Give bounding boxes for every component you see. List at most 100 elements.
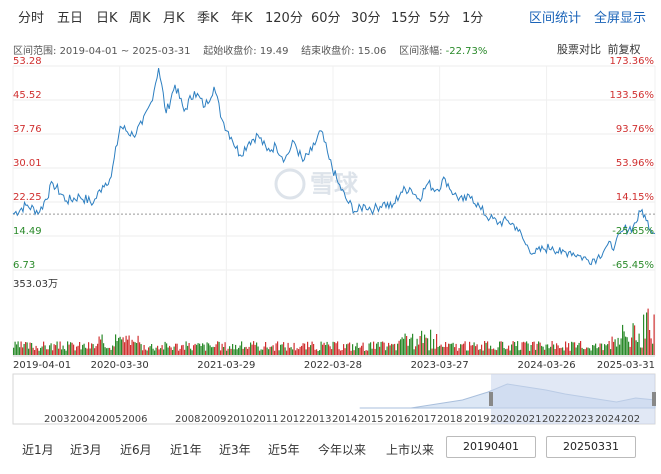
navigator-year-label: 2006	[122, 414, 147, 425]
tab-60min[interactable]: 60分	[311, 11, 341, 26]
volume-bar	[649, 330, 651, 355]
tab-daily-k[interactable]: 日K	[96, 11, 118, 26]
price-line	[12, 68, 656, 266]
volume-bar	[394, 343, 396, 355]
volume-bar	[365, 350, 367, 355]
date-to-input[interactable]: 20250331	[546, 436, 636, 458]
volume-bar	[61, 349, 63, 355]
volume-bar	[413, 349, 415, 355]
navigator-year-label: 2013	[306, 414, 331, 425]
volume-bar	[193, 345, 195, 355]
volume-bar	[40, 347, 42, 355]
volume-bar	[356, 342, 358, 355]
volume-bar	[410, 337, 412, 355]
tab-five-day[interactable]: 五日	[57, 11, 84, 26]
volume-bar	[215, 344, 217, 355]
volume-bar	[631, 337, 633, 355]
volume-bar	[106, 348, 108, 355]
volume-bar	[557, 345, 559, 355]
volume-bar	[469, 341, 471, 355]
volume-bar	[590, 350, 592, 355]
overview-navigator[interactable]: 2003 2004 2005 2006 2008 2009 2010 2011 2012 2013…	[12, 373, 656, 425]
volume-bar	[103, 343, 105, 355]
tab-120min[interactable]: 120分	[265, 11, 303, 26]
tab-weekly-k[interactable]: 周K	[129, 11, 151, 26]
volume-bar	[460, 344, 462, 355]
volume-bar	[19, 347, 21, 355]
tab-monthly-k[interactable]: 月K	[163, 11, 185, 26]
volume-bar	[343, 344, 345, 355]
navigator-selection[interactable]	[491, 374, 655, 424]
volume-bar	[148, 347, 150, 355]
tab-30min[interactable]: 30分	[351, 11, 381, 26]
interval-stats-link[interactable]: 区间统计	[529, 11, 582, 26]
navigator-handle-right[interactable]	[652, 392, 656, 406]
volume-bar	[491, 349, 493, 355]
tab-quarterly-k[interactable]: 季K	[197, 11, 219, 26]
volume-bar	[287, 342, 289, 355]
volume-bar	[82, 344, 84, 355]
tab-intraday[interactable]: 分时	[18, 11, 45, 26]
volume-bar	[346, 344, 348, 355]
volume-bar	[479, 349, 481, 355]
range-1y-button[interactable]: 近1年	[170, 443, 202, 457]
volume-bar	[242, 348, 244, 355]
navigator-handle-left[interactable]	[489, 392, 493, 406]
volume-bar	[466, 350, 468, 355]
navigator-year-label: 2014	[332, 414, 357, 425]
volume-bar	[620, 338, 622, 355]
forward-adjust-link[interactable]: 前复权	[607, 43, 641, 56]
navigator-year-label: 2015	[358, 414, 383, 425]
volume-bar	[163, 349, 165, 355]
volume-bar	[31, 343, 33, 355]
range-5y-button[interactable]: 近5年	[268, 443, 300, 457]
tab-15min[interactable]: 15分	[391, 11, 421, 26]
x-tick-label: 2021-03-29	[197, 360, 255, 371]
volume-bar	[28, 348, 30, 355]
tab-5min[interactable]: 5分	[429, 11, 451, 26]
range-ytd-button[interactable]: 今年以来	[318, 443, 367, 457]
volume-bar	[35, 345, 37, 355]
fullscreen-link[interactable]: 全屏显示	[594, 11, 647, 26]
volume-bar	[46, 349, 48, 355]
volume-bar	[325, 345, 327, 355]
volume-bar	[472, 345, 474, 355]
volume-bar	[610, 349, 612, 355]
volume-bar	[361, 345, 363, 355]
volume-bar	[292, 349, 294, 355]
range-6m-button[interactable]: 近6月	[120, 443, 152, 457]
volume-bar	[262, 349, 264, 355]
volume-bar	[29, 342, 31, 355]
volume-bar	[556, 343, 558, 355]
volume-bar	[137, 335, 139, 355]
stock-compare-link[interactable]: 股票对比	[557, 43, 601, 56]
volume-bar	[329, 346, 331, 355]
volume-bar	[98, 336, 100, 355]
y-tick-label-left: 45.52	[13, 90, 42, 101]
volume-bar	[580, 341, 582, 355]
volume-bar	[133, 341, 135, 355]
volume-bar	[497, 347, 499, 355]
volume-bar	[503, 348, 505, 355]
volume-bar	[220, 350, 222, 355]
tab-yearly-k[interactable]: 年K	[231, 11, 253, 26]
volume-bar	[451, 343, 453, 355]
date-from-input[interactable]: 20190401	[446, 436, 536, 458]
volume-bar	[118, 337, 120, 355]
volume-bar	[71, 342, 73, 355]
y-tick-label-left: 30.01	[13, 158, 42, 169]
volume-bar	[107, 347, 109, 355]
range-3m-button[interactable]: 近3月	[70, 443, 102, 457]
range-1m-button[interactable]: 近1月	[22, 443, 54, 457]
range-since-listing-button[interactable]: 上市以来	[386, 443, 435, 457]
volume-bar	[586, 347, 588, 355]
range-3y-button[interactable]: 近3年	[219, 443, 251, 457]
volume-bar	[640, 347, 642, 355]
volume-bar	[652, 343, 654, 355]
tab-1min[interactable]: 1分	[462, 11, 484, 26]
volume-bar	[271, 346, 273, 355]
volume-bar	[650, 338, 652, 355]
volume-bar	[13, 347, 15, 355]
volume-bar	[626, 337, 628, 355]
